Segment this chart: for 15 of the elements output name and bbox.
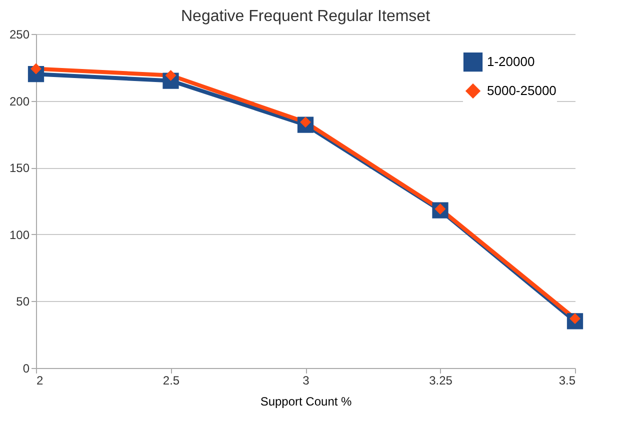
x-tick-label: 3 bbox=[302, 374, 310, 388]
y-tick-label: 0 bbox=[22, 362, 30, 376]
y-tick-label: 200 bbox=[9, 94, 30, 108]
y-tick-label: 100 bbox=[9, 228, 30, 242]
x-tick-label: 2.5 bbox=[162, 374, 180, 388]
y-tick-label: 150 bbox=[9, 161, 30, 176]
y-tick-label: 50 bbox=[16, 294, 30, 309]
legend-label: 5000-25000 bbox=[487, 83, 556, 98]
y-tick-label: 250 bbox=[9, 28, 30, 42]
x-tick-label: 3.5 bbox=[558, 374, 576, 388]
chart-title: Negative Frequent Regular Itemset bbox=[180, 8, 431, 25]
x-tick-label: 3.25 bbox=[429, 374, 453, 388]
x-axis-title: Support Count % bbox=[260, 394, 352, 408]
x-tick-label: 2 bbox=[36, 374, 44, 388]
legend-label: 1-20000 bbox=[487, 54, 535, 69]
